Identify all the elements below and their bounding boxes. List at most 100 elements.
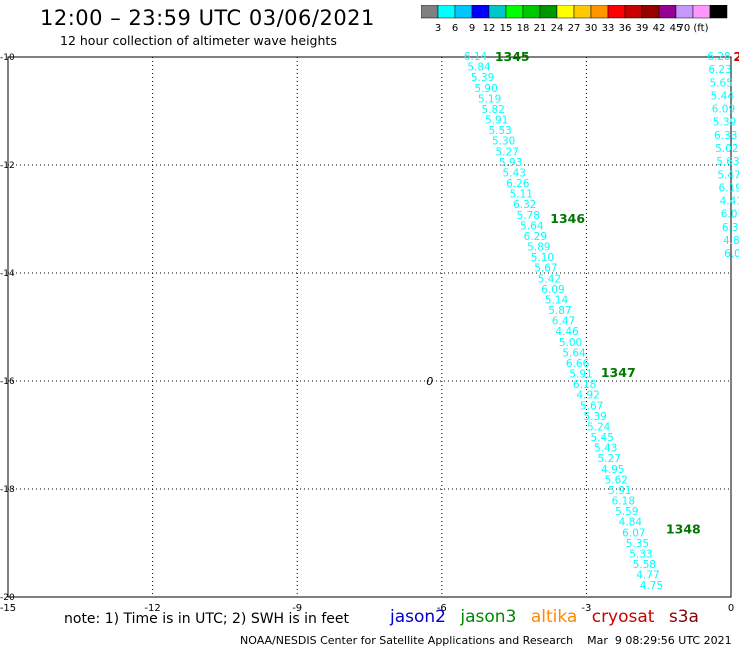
wave-height-label: 5.91: [485, 115, 508, 127]
wave-height-label: 5.63: [716, 156, 739, 168]
x-tick-label: -9: [292, 603, 302, 614]
colorbar-tick-label: 21: [534, 23, 547, 34]
pass-number-label: 1347: [601, 365, 636, 380]
wave-height-label: 5.93: [499, 157, 522, 169]
wave-height-label: 5.65: [710, 77, 733, 89]
wave-height-label: 5.78: [517, 210, 540, 222]
colorbar-tick-label: 12: [483, 23, 496, 34]
wave-height-label: 5.30: [492, 136, 515, 148]
note-text: note: 1) Time is in UTC; 2) SWH is in fe…: [64, 611, 350, 627]
legend-s3a: s3a: [668, 607, 699, 627]
wave-height-label: 5.45: [591, 432, 614, 444]
wave-height-label: 6.29: [524, 231, 547, 243]
wave-height-label: 6.33: [714, 130, 737, 142]
x-tick-label: -6: [437, 603, 447, 614]
wave-height-label: 6.32: [513, 199, 536, 211]
colorbar-tick-label: 15: [500, 23, 513, 34]
wave-height-label: 5.39: [713, 117, 736, 129]
y-tick-label: -12: [0, 161, 15, 171]
wave-height-label: 5.87: [548, 305, 571, 317]
wave-height-label: 5.14: [545, 294, 569, 306]
wave-height-label: 6.09: [712, 104, 735, 116]
wave-height-label: 5.59: [615, 506, 638, 518]
x-tick-label: 0: [728, 603, 734, 614]
wave-height-label: 4.46: [555, 326, 579, 338]
colorbar-tick-label: 33: [602, 23, 615, 34]
pass-number-label: 1348: [666, 522, 701, 537]
wave-height-label: 5.11: [510, 189, 533, 201]
wave-height-label: 5.67: [534, 263, 557, 275]
y-tick-label: -20: [0, 593, 15, 603]
wave-height-label: 5.44: [711, 90, 735, 102]
wave-height-label: 6.07: [622, 527, 645, 539]
pass-number-label: 1346: [550, 211, 585, 226]
y-tick-label: -10: [0, 53, 15, 63]
wave-height-label: 6.26: [506, 178, 530, 190]
wave-height-label: 6.47: [552, 316, 575, 328]
colorbar-tick-label: 24: [551, 23, 564, 34]
wave-height-label: 6.07: [721, 209, 740, 221]
wave-height-label: 5.27: [496, 146, 519, 158]
wave-height-label: 6.23: [708, 64, 731, 76]
wave-height-label: 5.42: [538, 273, 561, 285]
wave-height-label: 5.91: [608, 485, 631, 497]
legend-jason3: jason3: [460, 607, 517, 627]
wave-height-label: 5.84: [467, 62, 491, 74]
wave-height-label: 5.39: [583, 411, 606, 423]
legend-altika: altika: [530, 607, 578, 627]
wave-height-label: 4.75: [640, 580, 663, 592]
wave-height-label: 5.24: [587, 421, 611, 433]
colorbar-tick-label: 3: [435, 23, 441, 34]
y-tick-label: -16: [0, 377, 15, 387]
wave-height-label: 4.84: [619, 517, 643, 529]
wave-height-label: 6.18: [612, 496, 635, 508]
wave-height-label: 6.09: [541, 284, 564, 296]
y-tick-label: -14: [0, 269, 15, 279]
wave-height-label: 5.53: [488, 125, 511, 137]
plot-frame: [7, 56, 732, 598]
wave-height-label: 5.58: [633, 559, 656, 571]
wave-height-label: 6.28: [707, 51, 730, 63]
wave-height-label: 5.02: [715, 143, 738, 155]
colorbar-tick-label: 9: [469, 23, 475, 34]
wave-height-label: 5.39: [471, 72, 494, 84]
x-tick-label: -12: [144, 603, 160, 614]
colorbar-swatch: [709, 5, 728, 19]
wave-height-label: 5.00: [559, 337, 582, 349]
wave-height-label: 6.30: [722, 222, 740, 234]
wave-track-1: 6.286.235.655.44 6.095.396.335.025.635.47…: [707, 49, 740, 260]
wave-height-label: 4.92: [576, 390, 599, 402]
chart-subtitle: 12 hour collection of altimeter wave hei…: [60, 33, 337, 48]
footer-credit: NOAA/NESDIS Center for Satellite Applica…: [240, 634, 732, 647]
wave-height-label: 5.67: [580, 400, 603, 412]
wave-height-label: 6.19: [719, 182, 740, 194]
colorbar-tick-label: 70 (ft): [678, 23, 709, 34]
wave-height-label: 5.62: [605, 474, 628, 486]
wave-height-label: 6.01: [724, 248, 740, 260]
wave-height-label: 5.43: [503, 167, 526, 179]
wave-height-label: 5.91: [569, 369, 592, 381]
colorbar-tick-label: 27: [568, 23, 581, 34]
pass-number-label: 2: [733, 49, 740, 64]
wave-height-label: 6.66: [566, 358, 590, 370]
wave-height-label: 5.47: [717, 169, 740, 181]
legend-cryosat: cryosat: [591, 607, 655, 627]
wave-height-label: 6.14: [464, 51, 488, 63]
legend-jason2: jason2: [390, 607, 446, 627]
colorbar-tick-label: 39: [636, 23, 649, 34]
satellite-legend: jason2 jason3 altika cryosat s3a: [390, 607, 708, 627]
chart-title: 12:00 – 23:59 UTC 03/06/2021: [40, 6, 375, 30]
colorbar-tick-label: 30: [585, 23, 598, 34]
wave-track-0: 6.145.845.395.905.195.825.915.535.305.27…: [464, 49, 701, 592]
wave-height-label: 5.64: [562, 347, 586, 359]
colorbar-tick-label: 6: [452, 23, 458, 34]
x-tick-label: -15: [0, 603, 16, 614]
colorbar-tick-label: 18: [517, 23, 530, 34]
wave-height-label: 4.41: [720, 196, 740, 208]
wave-height-label: 5.64: [520, 220, 544, 232]
wave-height-label: 5.19: [478, 93, 501, 105]
wave-height-label: 4.80: [723, 235, 740, 247]
wave-height-label: 5.33: [629, 548, 652, 560]
